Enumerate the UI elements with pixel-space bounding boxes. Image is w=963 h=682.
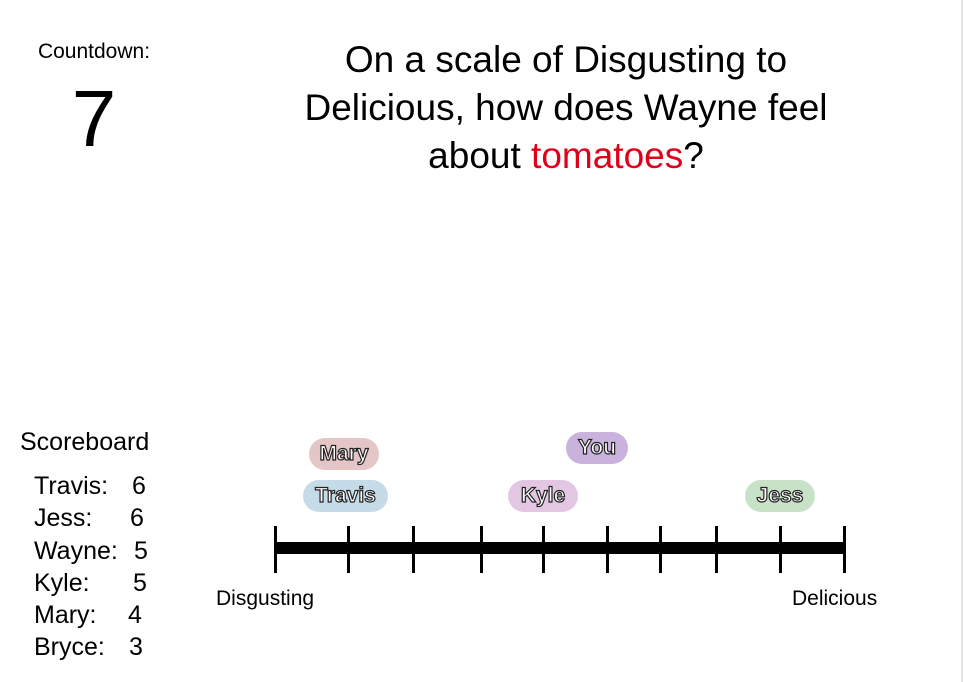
scoreboard-row: Travis: 6 (34, 470, 164, 502)
guess-chip-jess: Jess (745, 480, 815, 512)
question-prompt: On a scale of Disgusting to Delicious, h… (286, 36, 846, 180)
player-name: Jess: (34, 504, 93, 533)
guess-chip-travis: Travis (303, 480, 388, 512)
scoreboard-list: Travis: 6 Jess: 6 Wayne: 5 Kyle: 5 Mary:… (34, 470, 164, 664)
guess-chip-you[interactable]: You (566, 432, 628, 464)
question-subject: tomatoes (531, 135, 684, 176)
scoreboard-row: Kyle: 5 (34, 567, 164, 599)
player-name: Kyle: (34, 568, 90, 597)
scale-tick (659, 526, 662, 573)
scoreboard-row: Wayne: 5 (34, 535, 164, 567)
scoreboard-row: Mary: 4 (34, 599, 164, 631)
guess-chip-label: Kyle (520, 483, 566, 507)
player-name: Bryce: (34, 633, 105, 662)
player-score: 5 (134, 536, 148, 565)
scale-tick (480, 526, 483, 573)
scale-tick (274, 526, 277, 573)
player-score: 4 (128, 601, 142, 630)
scale-tick (843, 526, 846, 573)
scale-max-label: Delicious (792, 587, 878, 610)
player-score: 3 (129, 633, 143, 662)
scale-tick (347, 526, 350, 573)
guess-chip-label: Travis (315, 483, 377, 507)
player-score: 6 (130, 504, 144, 533)
scale-tick (715, 526, 718, 573)
guess-chip-mary: Mary (309, 438, 379, 470)
scale-min-label: Disgusting (216, 587, 315, 610)
player-name: Wayne: (34, 536, 118, 565)
scoreboard-row: Bryce: 3 (34, 631, 164, 663)
guess-chip-label: Mary (319, 441, 369, 465)
player-score: 5 (133, 568, 147, 597)
question-mark: ? (683, 135, 704, 176)
scale-tick (606, 526, 609, 573)
scoreboard-title: Scoreboard (20, 428, 150, 456)
guess-chip-label: Jess (756, 483, 804, 507)
window-edge (961, 0, 963, 682)
scoreboard-row: Jess: 6 (34, 502, 164, 534)
guess-chip-kyle: Kyle (508, 480, 578, 512)
question-text: On a scale of Disgusting to Delicious, h… (304, 39, 828, 176)
countdown-label: Countdown: (37, 40, 151, 63)
scale-tick (542, 526, 545, 573)
rating-scale-bar[interactable] (275, 542, 845, 554)
player-name: Mary: (34, 601, 97, 630)
scale-tick (412, 526, 415, 573)
countdown-timer: 7 (71, 74, 117, 163)
guess-chip-label: You (577, 435, 617, 459)
scale-tick (779, 526, 782, 573)
player-name: Travis: (34, 472, 109, 500)
player-score: 6 (132, 472, 146, 500)
